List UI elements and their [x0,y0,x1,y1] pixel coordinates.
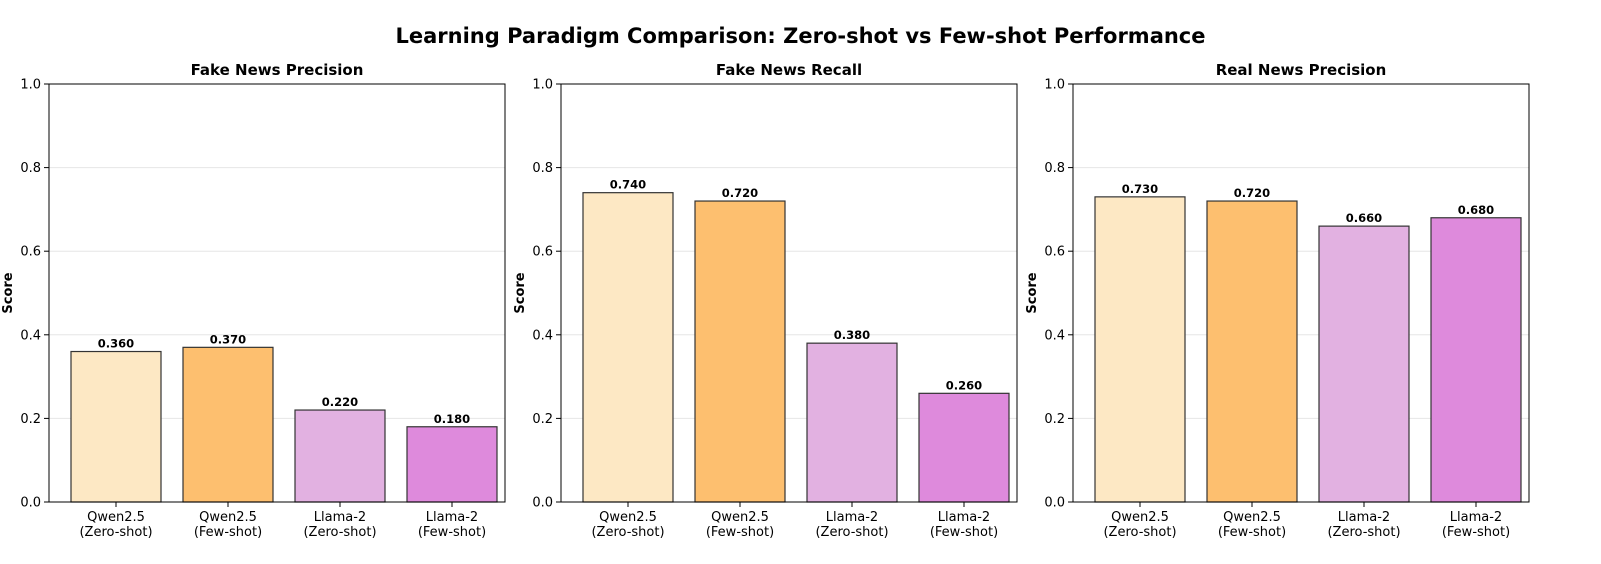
y-tick-label: 0.4 [1044,328,1065,343]
bar [406,426,498,503]
chart-title: Fake News Precision [191,61,364,79]
chart-title: Real News Precision [1216,61,1387,79]
data-label: 0.220 [322,395,358,409]
bar [694,200,786,503]
data-label: 0.370 [210,332,246,346]
x-tick-label: Qwen2.5 (Zero-shot) [79,510,152,540]
y-tick-label: 0.8 [20,161,41,176]
bar [918,392,1010,503]
y-tick-label: 0.2 [1044,412,1065,427]
chart-title: Fake News Recall [716,61,862,79]
chart-panel-2: 0.0 0.2 0.4 0.6 0.8 1.0 0.740 Qwen2.5 (Zero-shot… [513,61,1018,540]
figure-title: Learning Paradigm Comparison: Zero-shot … [395,24,1206,48]
x-tick-label: Llama-2 (Few-shot) [930,510,998,540]
bar [1318,225,1410,503]
bar [1206,200,1298,503]
x-tick-label: Qwen2.5 (Few-shot) [706,510,774,540]
x-tick-label: Llama-2 (Zero-shot) [1327,510,1400,540]
y-axis-label: Score [1025,272,1040,313]
y-tick-label: 0.0 [1044,496,1065,511]
data-label: 0.260 [946,378,982,392]
bar [582,192,674,503]
data-label: 0.380 [834,328,870,342]
data-label: 0.730 [1122,182,1158,196]
chart-panel-1: 0.0 0.2 0.4 0.6 0.8 1.0 0.360 Qwen2.5 (Zero-shot… [1,61,506,540]
x-tick-label: Qwen2.5 (Zero-shot) [1103,510,1176,540]
x-tick-label: Llama-2 (Few-shot) [418,510,486,540]
data-label: 0.180 [434,412,470,426]
y-axis-label: Score [513,272,528,313]
y-tick-label: 1.0 [20,78,41,93]
y-tick-label: 0.0 [532,496,553,511]
bar [806,342,898,503]
x-tick-label: Llama-2 (Zero-shot) [303,510,376,540]
y-tick-label: 0.8 [1044,161,1065,176]
data-label: 0.720 [722,186,758,200]
y-tick-label: 0.6 [1044,245,1065,260]
y-tick-label: 0.4 [20,328,41,343]
data-label: 0.660 [1346,211,1382,225]
data-label: 0.740 [610,178,646,192]
plot-frame [560,83,1018,503]
chart-panel-3: 0.0 0.2 0.4 0.6 0.8 1.0 0.730 Qwen2.5 (Zero-shot… [1025,61,1530,540]
data-label: 0.360 [98,337,134,351]
plot-frame [48,83,506,503]
bar [294,409,386,503]
y-tick-label: 0.2 [532,412,553,427]
y-tick-label: 0.4 [532,328,553,343]
y-tick-label: 1.0 [1044,78,1065,93]
y-axis-label: Score [1,272,16,313]
data-label: 0.720 [1234,186,1270,200]
y-tick-label: 1.0 [532,78,553,93]
y-tick-label: 0.2 [20,412,41,427]
bar [1430,217,1522,503]
bar [70,350,162,503]
y-tick-label: 0.6 [20,245,41,260]
y-tick-label: 0.8 [532,161,553,176]
bar [1094,196,1186,503]
y-tick-label: 0.0 [20,496,41,511]
x-tick-label: Llama-2 (Zero-shot) [815,510,888,540]
plot-frame [1072,83,1530,503]
bar [182,346,274,503]
y-tick-label: 0.6 [532,245,553,260]
x-tick-label: Qwen2.5 (Few-shot) [194,510,262,540]
x-tick-label: Qwen2.5 (Few-shot) [1218,510,1286,540]
x-tick-label: Qwen2.5 (Zero-shot) [591,510,664,540]
data-label: 0.680 [1458,203,1494,217]
x-tick-label: Llama-2 (Few-shot) [1442,510,1510,540]
